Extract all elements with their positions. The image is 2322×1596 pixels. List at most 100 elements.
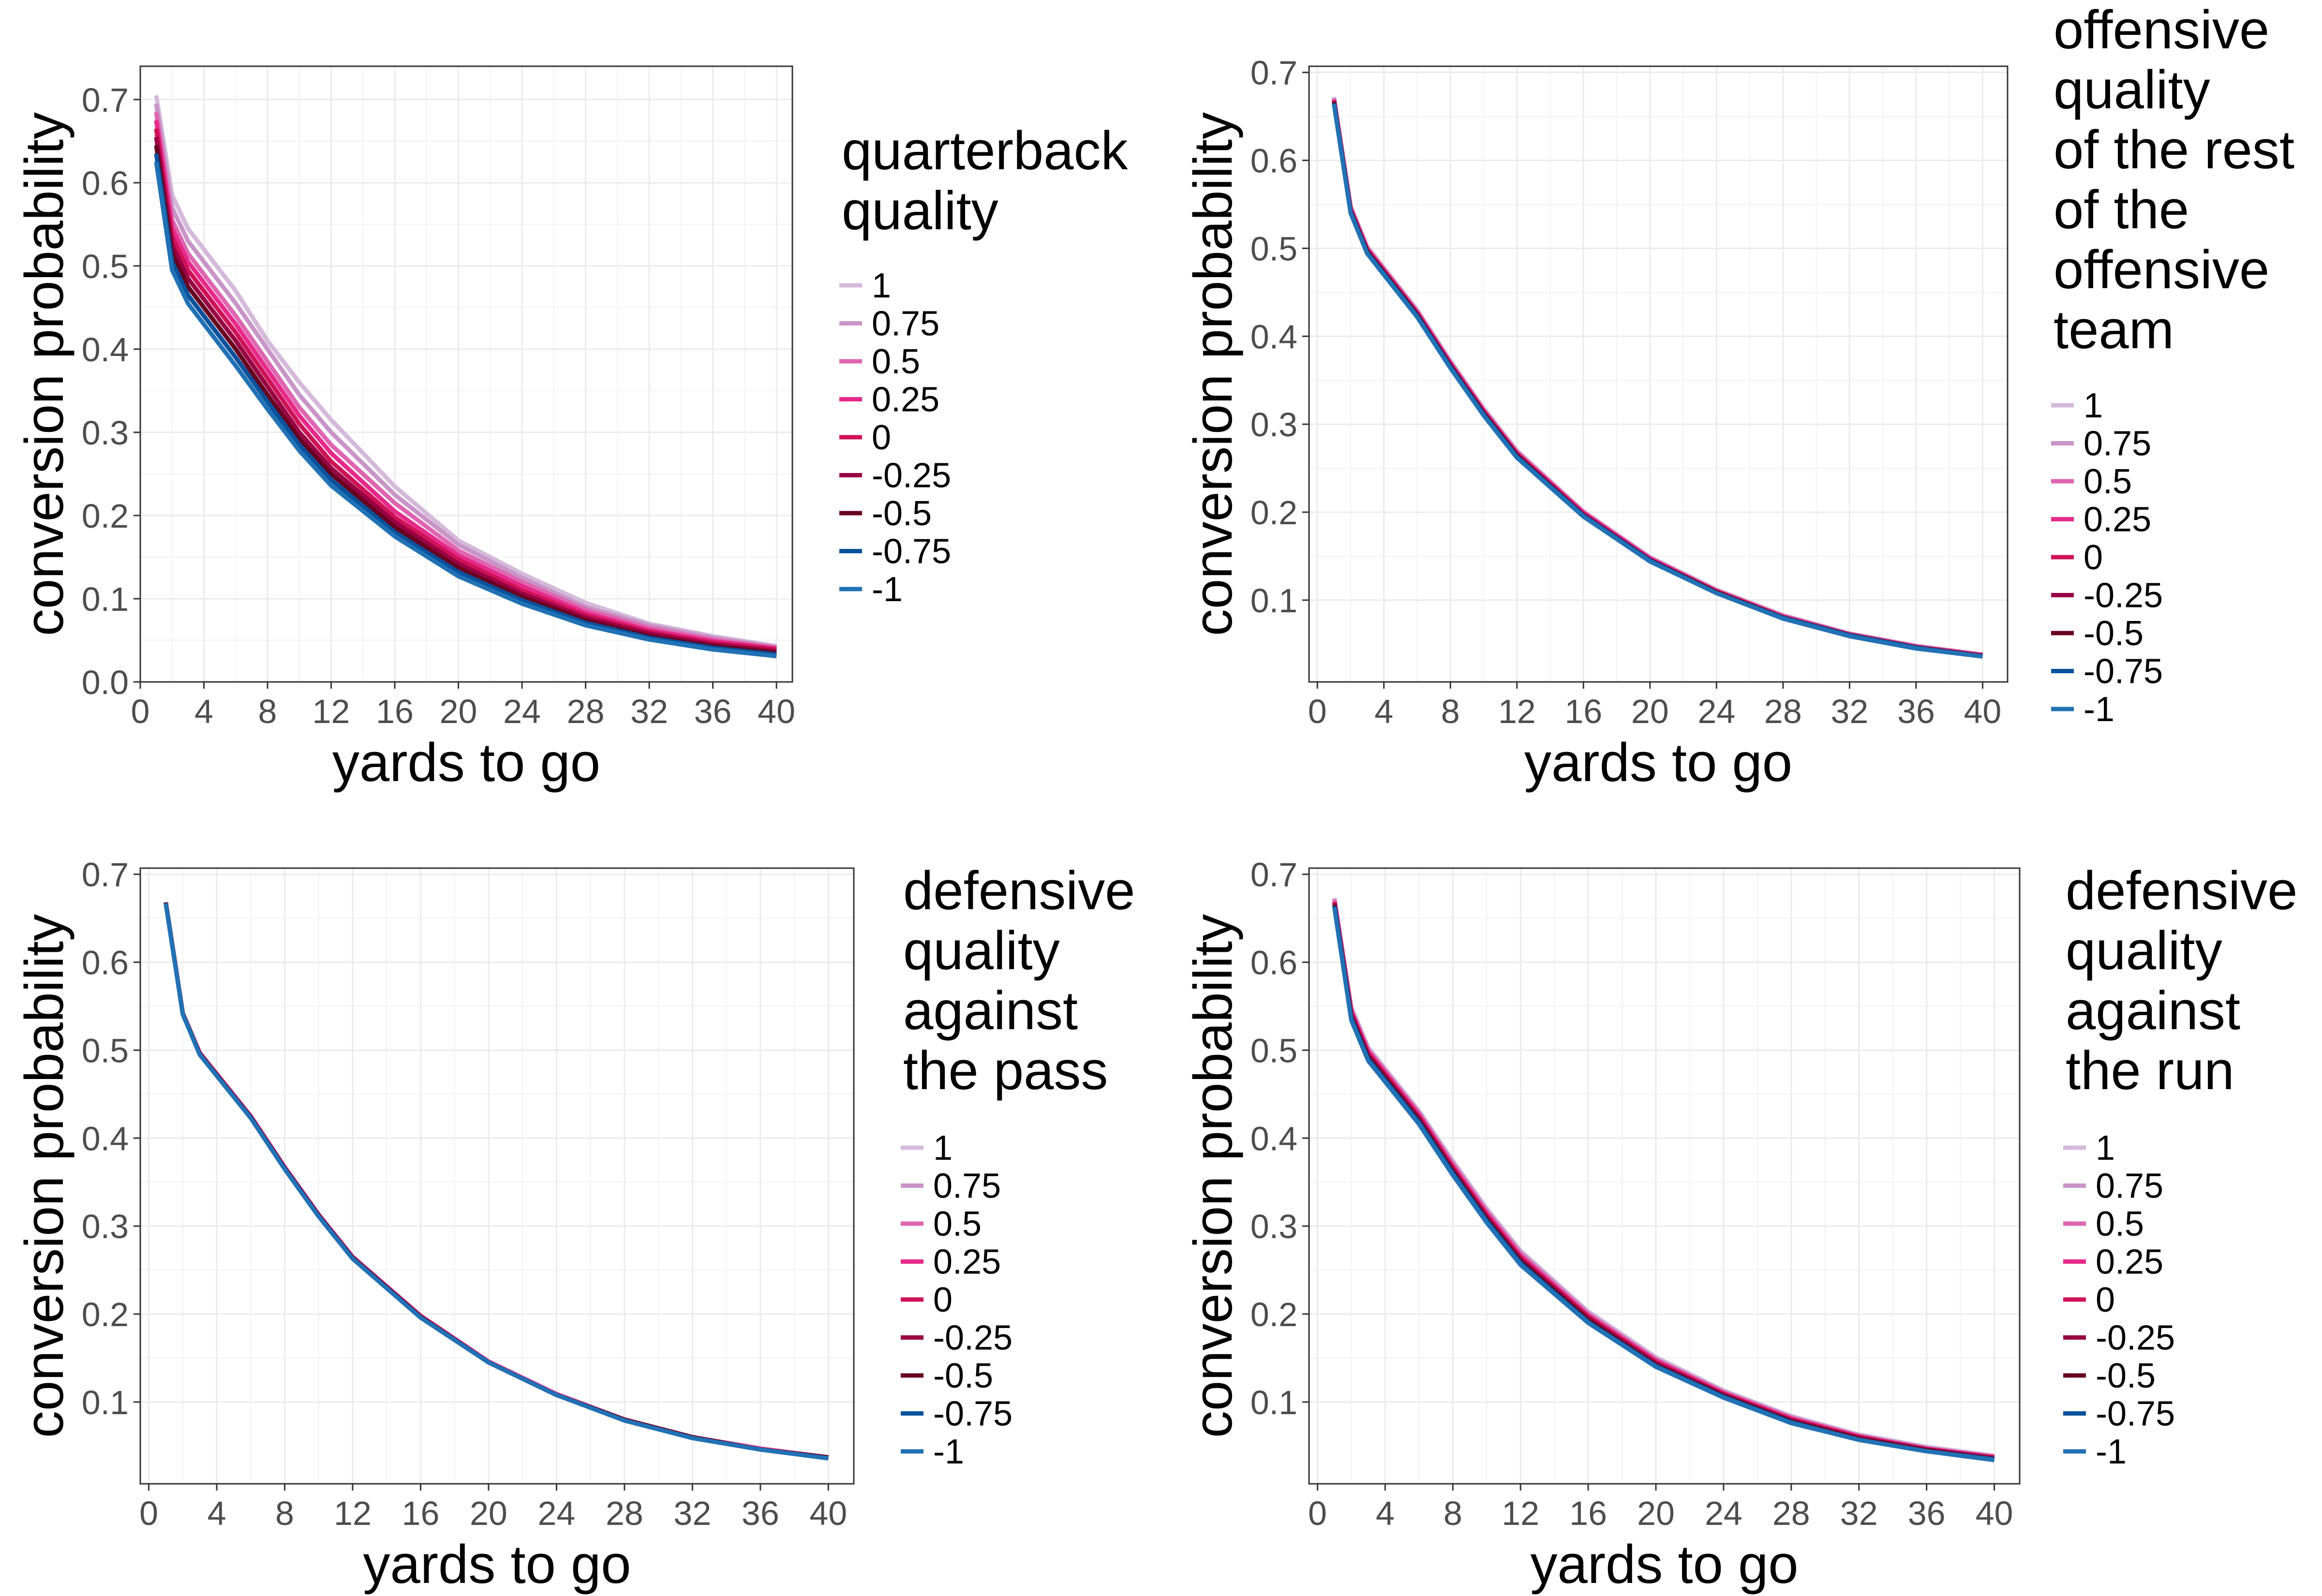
panel-4-legend-label--0.5: -0.5 xyxy=(2096,1357,2156,1395)
panel-1-legend-label-1: 1 xyxy=(872,266,891,305)
panel-3-y-tick-label: 0.4 xyxy=(82,1120,129,1157)
panel-4-x-tick-label: 36 xyxy=(1908,1494,1946,1532)
panel-3-legend-title-line: the pass xyxy=(903,1040,1108,1101)
panel-3-x-tick-label: 24 xyxy=(537,1494,575,1532)
panel-2-series-line--0.5 xyxy=(1332,102,1983,659)
chart-panel-2: 0 4 8 12 16 20 24 28 32 36 40 0.1 0.2 0.3 0.4 0.5 0.6 0.7… xyxy=(1183,0,2294,793)
panel-1-y-tick-label: 0.2 xyxy=(82,497,129,535)
panel-2-gridlines xyxy=(1309,66,2008,682)
panel-2-y-tick-label: 0.1 xyxy=(1250,582,1297,620)
panel-4-y-tick-label: 0.7 xyxy=(1250,856,1297,894)
panel-4-y-tick-label: 0.2 xyxy=(1250,1296,1297,1333)
panel-2-y-tick-label: 0.5 xyxy=(1250,230,1297,267)
panel-1-legend-label--1: -1 xyxy=(872,570,903,609)
panel-2-x-tick-label: 28 xyxy=(1764,693,1802,730)
panel-2-legend-label-0.5: 0.5 xyxy=(2084,462,2132,501)
chart-panel-4: 0 4 8 12 16 20 24 28 32 36 40 0.1 0.2 0.3 0.4 0.5 0.6 0.7… xyxy=(1183,856,2297,1595)
panel-2-y-axis-title: conversion probability xyxy=(1183,112,1243,636)
panel-4-y-axis-title: conversion probability xyxy=(1183,914,1243,1438)
panel-3-x-tick-label: 16 xyxy=(402,1494,440,1532)
panel-2-x-tick-label: 20 xyxy=(1631,693,1669,730)
panel-3-x-tick-label: 0 xyxy=(139,1494,158,1532)
panel-1-y-tick-label: 0.4 xyxy=(82,331,129,369)
panel-1-y-tick-label: 0.3 xyxy=(82,414,129,452)
panel-4-x-tick-label: 20 xyxy=(1637,1494,1675,1532)
panel-4-legend-title-line: the run xyxy=(2066,1040,2234,1101)
panel-2-series-lines xyxy=(1332,96,1983,659)
panel-4-legend-label-0.25: 0.25 xyxy=(2096,1243,2163,1282)
panel-1-x-tick-label: 0 xyxy=(131,693,150,730)
panel-3-x-tick-label: 4 xyxy=(208,1494,226,1532)
panel-1-x-tick-label: 4 xyxy=(194,693,213,730)
panel-4-y-tick-label: 0.4 xyxy=(1250,1120,1297,1157)
panel-4-x-tick-label: 28 xyxy=(1772,1494,1810,1532)
panel-4-legend-title-line: defensive xyxy=(2066,860,2297,921)
panel-4-legend-title-line: quality xyxy=(2066,920,2222,981)
panel-2-x-tick-label: 4 xyxy=(1374,693,1393,730)
panel-4-y-tick-label: 0.5 xyxy=(1250,1032,1297,1069)
panel-2-series-line--1 xyxy=(1332,103,1983,659)
panel-3-legend-title-line: against xyxy=(903,980,1078,1041)
panel-2-legend-title-line: of the rest xyxy=(2054,119,2294,180)
panel-1-legend-label--0.25: -0.25 xyxy=(872,457,951,495)
panel-2-legend-title-line: offensive xyxy=(2054,239,2269,300)
panel-3-series-line-0 xyxy=(164,902,829,1460)
panel-3-y-tick-label: 0.6 xyxy=(82,944,129,982)
panel-1-x-tick-label: 40 xyxy=(758,693,795,730)
panel-4-legend-label-0.75: 0.75 xyxy=(2096,1167,2163,1206)
panel-4-series-lines xyxy=(1332,898,1995,1463)
panel-3-series-line-0.5 xyxy=(164,902,829,1460)
panel-3-y-tick-label: 0.1 xyxy=(82,1384,129,1421)
panel-2-y-tick-label: 0.4 xyxy=(1250,318,1297,355)
panel-1-x-tick-label: 36 xyxy=(694,693,732,730)
panel-4-series-line--0.25 xyxy=(1332,903,1995,1461)
panel-2-legend-label-0: 0 xyxy=(2084,538,2103,577)
panel-4-x-tick-label: 4 xyxy=(1376,1494,1395,1532)
panel-4-legend-label--1: -1 xyxy=(2096,1433,2127,1471)
panel-2-y-tick-label: 0.2 xyxy=(1250,494,1297,532)
panel-3-legend-label--1: -1 xyxy=(933,1433,964,1471)
panel-4-legend-label--0.75: -0.75 xyxy=(2096,1395,2175,1433)
panel-2-x-tick-label: 8 xyxy=(1441,693,1460,730)
panel-3-panel-border xyxy=(139,867,855,1485)
panel-3-legend-title-line: quality xyxy=(903,920,1060,981)
panel-1-legend-title-line: quarterback xyxy=(842,120,1128,181)
panel-3-series-line--0.25 xyxy=(164,902,829,1460)
panel-2-legend-label--1: -1 xyxy=(2084,690,2114,729)
panel-4-series-line--1 xyxy=(1332,907,1995,1463)
panel-1-series-line--1 xyxy=(154,162,777,659)
panel-1-series-line--0.25 xyxy=(154,136,777,653)
panel-4-legend-label--0.25: -0.25 xyxy=(2096,1319,2175,1358)
panel-1-y-tick-label: 0.7 xyxy=(82,81,129,119)
panel-1-y-axis-title: conversion probability xyxy=(14,112,74,636)
panel-1-x-tick-label: 28 xyxy=(567,693,605,730)
panel-1-series-lines xyxy=(154,95,777,659)
panel-3-series-line-0.75 xyxy=(164,902,829,1460)
panel-1-series-line-0.5 xyxy=(154,111,777,650)
panel-1-legend-label--0.75: -0.75 xyxy=(872,532,951,571)
panel-2-series-line--0.25 xyxy=(1332,101,1983,658)
panel-1-x-tick-label: 20 xyxy=(440,693,477,730)
panel-3-legend-label-0.75: 0.75 xyxy=(933,1167,1001,1206)
panel-1-legend-label-0.5: 0.5 xyxy=(872,342,920,381)
panel-3-x-axis-title: yards to go xyxy=(363,1534,631,1595)
panel-1-y-tick-label: 0.5 xyxy=(82,248,129,285)
panel-3-legend-label--0.25: -0.25 xyxy=(933,1319,1012,1358)
panel-3-y-tick-label: 0.5 xyxy=(82,1032,129,1069)
panel-1-x-tick-label: 12 xyxy=(313,693,350,730)
panel-2-x-tick-label: 24 xyxy=(1697,693,1735,730)
panel-3-legend-label-0: 0 xyxy=(933,1281,953,1319)
panel-2-series-line-0.25 xyxy=(1332,99,1983,658)
panel-3-y-tick-label: 0.2 xyxy=(82,1296,129,1333)
panel-1-y-tick-label: 0.6 xyxy=(82,164,129,202)
panel-4-x-tick-label: 0 xyxy=(1308,1494,1327,1532)
panel-4-series-line-0 xyxy=(1332,902,1995,1460)
panel-2-legend-title-line: of the xyxy=(2054,179,2189,240)
panel-4-y-tick-label: 0.1 xyxy=(1250,1384,1297,1421)
panel-1-x-tick-label: 24 xyxy=(503,693,541,730)
panel-2-x-tick-label: 16 xyxy=(1564,693,1602,730)
panel-1-legend-label--0.5: -0.5 xyxy=(872,494,932,533)
panel-2-legend-title-line: quality xyxy=(2054,59,2210,120)
